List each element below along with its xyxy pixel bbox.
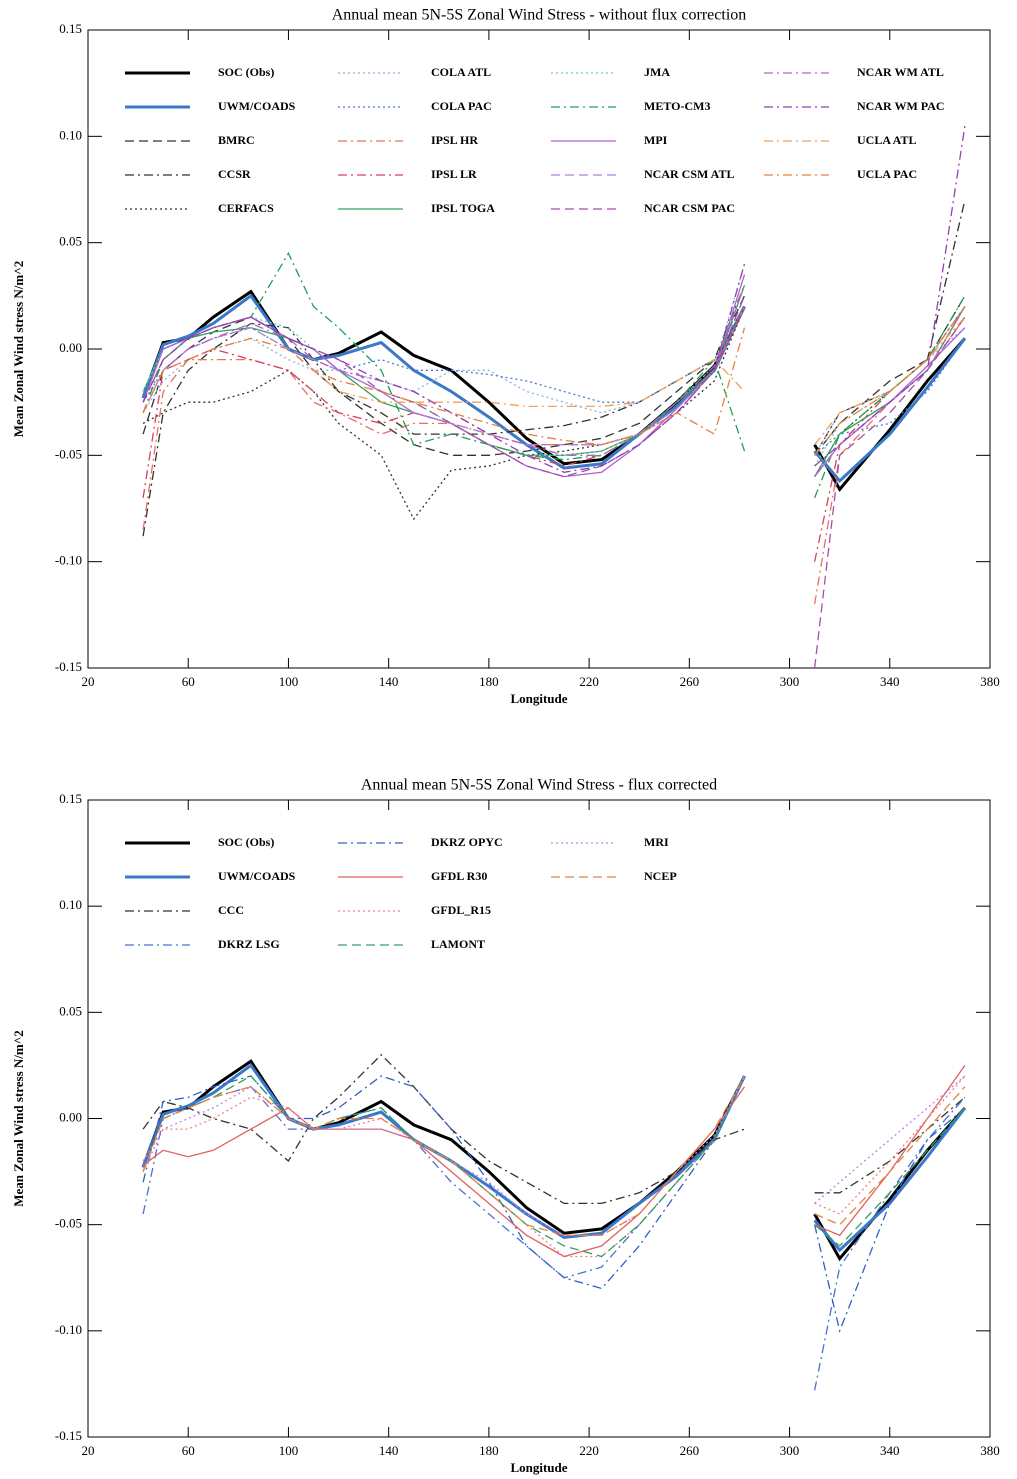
y-tick-label: 0.15: [59, 21, 82, 36]
legend-label: UWM/COADS: [218, 869, 296, 883]
legend-label: MPI: [644, 133, 668, 147]
legend-label: SOC (Obs): [218, 65, 274, 79]
x-tick-label: 100: [279, 1443, 299, 1458]
x-tick-label: 180: [479, 1443, 499, 1458]
x-axis-label: Longitude: [510, 1460, 567, 1475]
legend-label: NCAR CSM PAC: [644, 201, 735, 215]
y-axis-label: Mean Zonal Wind stress N/m^2: [11, 1030, 26, 1207]
legend-label: GFDL_R15: [431, 903, 491, 917]
chart-title: Annual mean 5N-5S Zonal Wind Stress - fl…: [361, 777, 717, 794]
x-tick-label: 300: [780, 1443, 800, 1458]
data-line: [142, 295, 966, 478]
data-line: [142, 306, 966, 562]
legend-label: NCEP: [644, 869, 677, 883]
data-line: [142, 295, 966, 669]
legend-label: COLA PAC: [431, 99, 492, 113]
data-line: [142, 125, 966, 473]
legend-label: IPSL HR: [431, 133, 478, 147]
legend-label: METO-CM3: [644, 99, 710, 113]
data-line: [142, 1075, 966, 1258]
y-axis-label: Mean Zonal Wind stress N/m^2: [11, 261, 26, 438]
y-tick-label: 0.15: [59, 791, 82, 806]
y-tick-label: 0.10: [59, 127, 82, 142]
data-line: [142, 1075, 966, 1236]
legend-label: SOC (Obs): [218, 835, 274, 849]
y-tick-label: 0.10: [59, 897, 82, 912]
legend-label: DKRZ LSG: [218, 937, 280, 951]
legend-label: GFDL R30: [431, 869, 487, 883]
legend-label: JMA: [644, 65, 670, 79]
y-tick-label: -0.05: [55, 446, 82, 461]
x-tick-label: 60: [182, 1443, 195, 1458]
y-tick-label: -0.15: [55, 659, 82, 674]
legend-label: UCLA PAC: [857, 167, 917, 181]
y-tick-label: -0.10: [55, 1322, 82, 1337]
legend-label: UCLA ATL: [857, 133, 916, 147]
x-tick-label: 60: [182, 674, 195, 689]
data-line: [142, 263, 966, 467]
legend-label: MRI: [644, 835, 669, 849]
x-tick-label: 20: [82, 674, 95, 689]
plot-frame: [87, 799, 991, 1438]
x-tick-label: 300: [780, 674, 800, 689]
x-tick-label: 180: [479, 674, 499, 689]
data-line: [141, 1059, 967, 1262]
x-tick-label: 220: [579, 674, 599, 689]
y-tick-label: -0.05: [55, 1216, 82, 1231]
legend-label: IPSL TOGA: [431, 201, 495, 215]
data-line: [142, 316, 966, 446]
legend-label: COLA ATL: [431, 65, 491, 79]
y-tick-label: -0.10: [55, 553, 82, 568]
legend-label: CCSR: [218, 167, 251, 181]
x-tick-label: 380: [980, 1443, 1000, 1458]
y-tick-label: 0.05: [59, 1003, 82, 1018]
x-tick-label: 340: [880, 674, 900, 689]
chart-title: Annual mean 5N-5S Zonal Wind Stress - wi…: [332, 7, 747, 24]
plot-frame: [87, 29, 991, 669]
data-line: [142, 1075, 966, 1236]
x-tick-label: 140: [379, 1443, 399, 1458]
legend-label: CCC: [218, 903, 244, 917]
legend-label: DKRZ OPYC: [431, 835, 503, 849]
data-line: [142, 1075, 966, 1333]
legend-label: NCAR WM PAC: [857, 99, 945, 113]
legend-label: NCAR CSM ATL: [644, 167, 734, 181]
legend-label: IPSL LR: [431, 167, 477, 181]
y-tick-label: 0.00: [59, 340, 82, 355]
x-tick-label: 260: [680, 674, 700, 689]
data-line: [142, 306, 966, 456]
legend-label: NCAR WM ATL: [857, 65, 944, 79]
y-tick-label: -0.15: [55, 1428, 82, 1443]
data-line: [142, 306, 966, 456]
x-tick-label: 100: [279, 674, 299, 689]
x-axis-label: Longitude: [510, 691, 567, 706]
data-line: [142, 1075, 966, 1258]
legend-label: UWM/COADS: [218, 99, 296, 113]
x-tick-label: 140: [379, 674, 399, 689]
x-tick-label: 260: [680, 1443, 700, 1458]
y-tick-label: 0.05: [59, 234, 82, 249]
legend-label: LAMONT: [431, 937, 485, 951]
x-tick-label: 380: [980, 674, 1000, 689]
y-tick-label: 0.00: [59, 1109, 82, 1124]
x-tick-label: 220: [579, 1443, 599, 1458]
x-tick-label: 20: [82, 1443, 95, 1458]
legend-label: CERFACS: [218, 201, 274, 215]
legend-label: BMRC: [218, 133, 255, 147]
x-tick-label: 340: [880, 1443, 900, 1458]
data-line: [142, 306, 966, 605]
